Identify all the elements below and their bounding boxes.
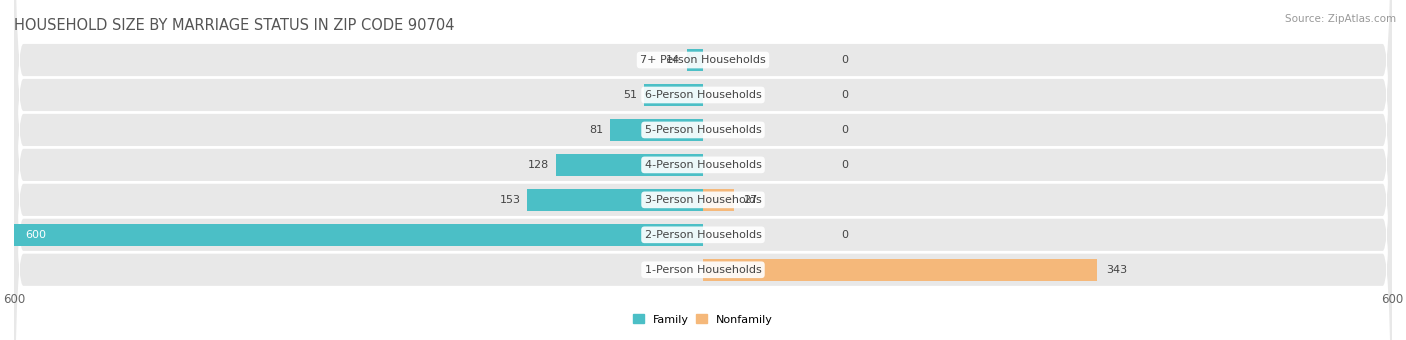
Text: 3-Person Households: 3-Person Households xyxy=(644,195,762,205)
FancyBboxPatch shape xyxy=(14,0,1392,340)
Text: 0: 0 xyxy=(841,55,848,65)
Bar xyxy=(688,49,703,71)
Text: 128: 128 xyxy=(527,160,550,170)
Text: HOUSEHOLD SIZE BY MARRIAGE STATUS IN ZIP CODE 90704: HOUSEHOLD SIZE BY MARRIAGE STATUS IN ZIP… xyxy=(14,18,454,33)
Bar xyxy=(703,189,734,211)
Text: 2-Person Households: 2-Person Households xyxy=(644,230,762,240)
Bar xyxy=(644,84,703,106)
Legend: Family, Nonfamily: Family, Nonfamily xyxy=(633,314,773,325)
FancyBboxPatch shape xyxy=(14,0,1392,340)
FancyBboxPatch shape xyxy=(14,0,1392,340)
Bar xyxy=(14,224,703,246)
FancyBboxPatch shape xyxy=(14,6,1392,340)
Text: 27: 27 xyxy=(744,195,758,205)
Text: 5-Person Households: 5-Person Households xyxy=(644,125,762,135)
Bar xyxy=(610,119,703,141)
FancyBboxPatch shape xyxy=(14,0,1392,340)
Text: 0: 0 xyxy=(841,160,848,170)
Text: 0: 0 xyxy=(841,125,848,135)
Text: 81: 81 xyxy=(589,125,603,135)
Bar xyxy=(527,189,703,211)
Text: Source: ZipAtlas.com: Source: ZipAtlas.com xyxy=(1285,14,1396,23)
Text: 14: 14 xyxy=(666,55,681,65)
Text: 600: 600 xyxy=(25,230,46,240)
Text: 0: 0 xyxy=(841,90,848,100)
Text: 4-Person Households: 4-Person Households xyxy=(644,160,762,170)
Text: 6-Person Households: 6-Person Households xyxy=(644,90,762,100)
Text: 7+ Person Households: 7+ Person Households xyxy=(640,55,766,65)
Text: 1-Person Households: 1-Person Households xyxy=(644,265,762,275)
Bar xyxy=(703,259,1097,280)
Text: 0: 0 xyxy=(841,230,848,240)
FancyBboxPatch shape xyxy=(14,0,1392,340)
Text: 153: 153 xyxy=(499,195,520,205)
Text: 343: 343 xyxy=(1107,265,1128,275)
Bar xyxy=(555,154,703,176)
FancyBboxPatch shape xyxy=(14,0,1392,324)
Text: 51: 51 xyxy=(623,90,637,100)
